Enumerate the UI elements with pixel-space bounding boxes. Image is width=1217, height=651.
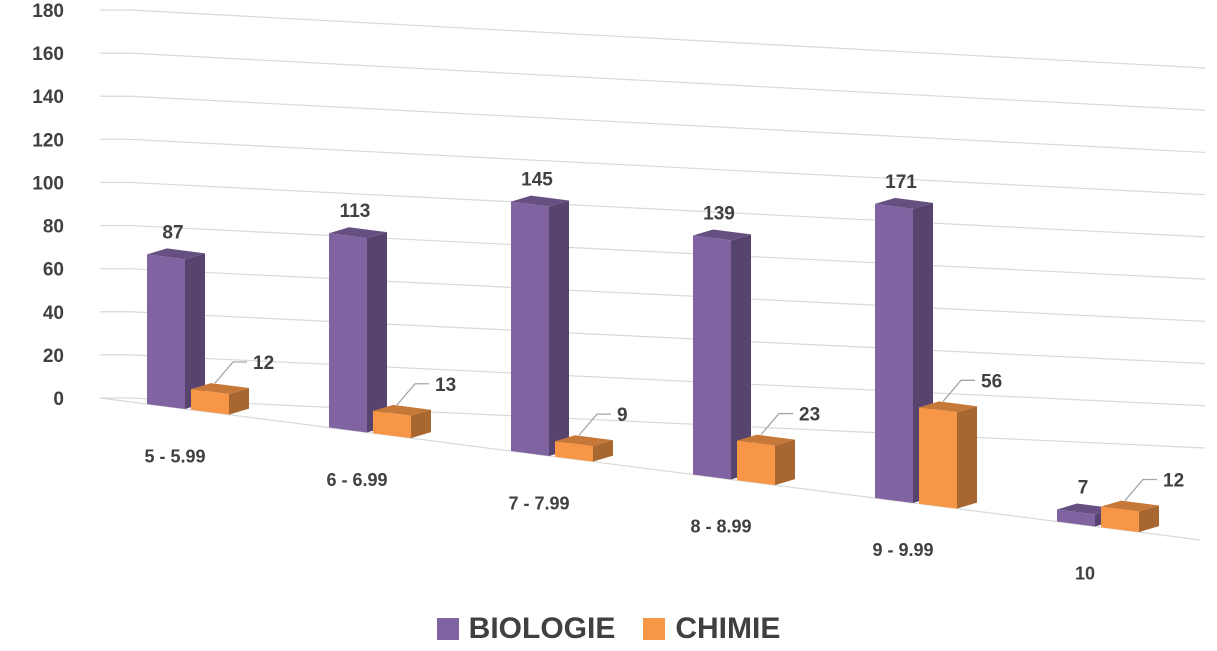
bar-top-1 <box>511 195 569 207</box>
leader-line <box>578 413 611 436</box>
bar-top-1 <box>147 248 205 260</box>
x-tick-label: 6 - 6.99 <box>326 470 387 490</box>
leader-line <box>1124 478 1157 502</box>
data-label: 13 <box>435 375 456 396</box>
legend-swatch-series-1 <box>436 618 459 640</box>
bar-side-2 <box>1139 505 1159 533</box>
gridline <box>100 224 1206 280</box>
y-tick-label: 0 <box>53 389 64 410</box>
x-tick-label: 10 <box>1075 564 1095 584</box>
legend: BIOLOGIE CHIMIE <box>0 612 1217 646</box>
bar-side-1 <box>549 200 569 456</box>
x-axis-ticks: 5 - 5.99 6 - 6.99 7 - 7.99 8 - 8.99 9 - 9.99… <box>144 446 1095 583</box>
bar-series-2 <box>1101 506 1139 533</box>
data-label: 12 <box>253 353 274 374</box>
data-label: 7 <box>1078 478 1089 499</box>
bar-top-2 <box>555 435 613 447</box>
data-labels: 87 12 113 13 145 9 139 23 171 56 7 12 <box>162 170 1184 502</box>
bar-top-1 <box>1057 503 1115 515</box>
gridline <box>100 311 1206 365</box>
y-tick-label: 100 <box>32 173 64 194</box>
legend-item-series-1: BIOLOGIE <box>436 612 616 646</box>
bar-side-2 <box>229 388 249 415</box>
bar-series-1 <box>1057 509 1095 527</box>
bar-top-1 <box>329 227 387 239</box>
leader-line <box>760 412 793 436</box>
y-tick-label: 180 <box>32 1 64 22</box>
data-label: 113 <box>340 201 371 222</box>
gridlines <box>99 9 1206 541</box>
bar-top-1 <box>875 197 933 209</box>
data-label: 23 <box>799 405 820 426</box>
bar-series-1 <box>511 201 549 456</box>
bar-side-2 <box>411 409 431 439</box>
bar-side-2 <box>593 440 613 462</box>
data-label: 56 <box>981 371 1002 392</box>
data-label: 139 <box>703 203 735 224</box>
gridline <box>100 354 1206 407</box>
y-tick-label: 20 <box>43 346 64 367</box>
bar-side-1 <box>731 234 751 480</box>
bar-series-2 <box>191 389 229 415</box>
bar-top-2 <box>191 383 249 395</box>
bar-series-2 <box>555 441 593 462</box>
x-tick-label: 8 - 8.99 <box>690 517 751 537</box>
y-tick-label: 60 <box>43 260 64 281</box>
bar-series-2 <box>737 440 775 486</box>
legend-label-series-1: BIOLOGIE <box>468 612 616 645</box>
leader-line <box>396 383 429 406</box>
data-label: 171 <box>885 172 917 193</box>
data-label: 9 <box>617 405 628 426</box>
bars <box>147 195 1159 533</box>
x-tick-label: 5 - 5.99 <box>144 446 205 466</box>
floor-edge <box>99 397 1201 541</box>
bar-series-2 <box>919 407 957 509</box>
gridline <box>100 181 1206 238</box>
bar-top-2 <box>919 401 977 413</box>
chart-area: 0 20 40 60 80 100 120 140 160 180 5 - 5.99 6 - 6.9… <box>32 1 1206 584</box>
bar-side-1 <box>367 232 387 433</box>
bar-series-1 <box>329 233 367 433</box>
y-tick-label: 40 <box>43 303 64 324</box>
bar-top-2 <box>1101 500 1159 512</box>
gridline <box>100 95 1206 154</box>
bar-side-1 <box>185 253 205 409</box>
y-axis-ticks: 0 20 40 60 80 100 120 140 160 180 <box>32 1 64 410</box>
leader-line <box>942 379 975 402</box>
gridline <box>100 397 1206 449</box>
bar-side-2 <box>957 406 977 509</box>
gridline <box>100 138 1206 196</box>
x-tick-label: 9 - 9.99 <box>872 540 933 560</box>
bar-series-2 <box>373 410 411 439</box>
bar-side-2 <box>775 439 795 486</box>
bar-top-1 <box>693 229 751 241</box>
data-label: 87 <box>162 222 183 243</box>
gridline <box>100 9 1206 69</box>
y-tick-label: 120 <box>32 130 64 151</box>
legend-item-series-2: CHIMIE <box>643 612 780 646</box>
bar-series-1 <box>875 203 913 503</box>
bar-series-1 <box>693 235 731 480</box>
x-tick-label: 7 - 7.99 <box>508 493 569 513</box>
gridline <box>100 52 1206 111</box>
data-label: 12 <box>1163 470 1184 491</box>
gridline <box>100 268 1206 322</box>
data-label: 145 <box>521 170 553 191</box>
y-tick-label: 140 <box>32 87 64 108</box>
y-tick-label: 80 <box>43 217 64 238</box>
bar-series-1 <box>147 254 185 409</box>
y-tick-label: 160 <box>32 44 64 65</box>
bar-top-2 <box>737 434 795 446</box>
legend-swatch-series-2 <box>643 618 666 640</box>
bar-top-2 <box>373 404 431 416</box>
legend-label-series-2: CHIMIE <box>675 612 781 645</box>
leader-line <box>214 361 247 384</box>
